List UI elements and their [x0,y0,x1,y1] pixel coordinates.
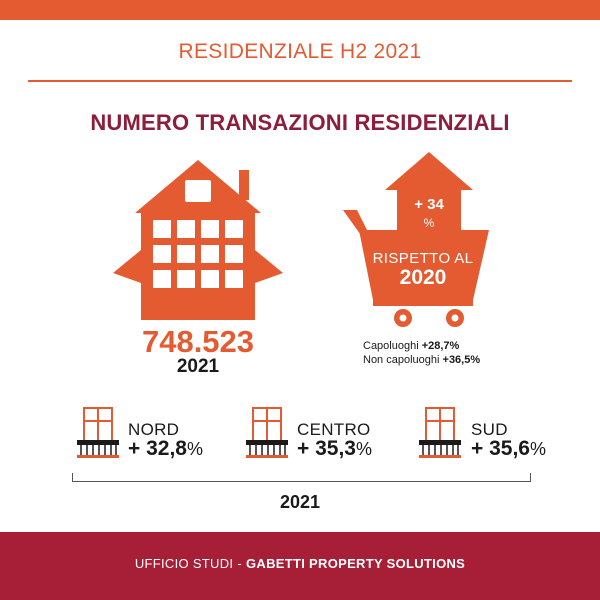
section-title: NUMERO TRANSAZIONI RESIDENZIALI [90,110,510,135]
areas-year: 2021 [279,492,321,512]
breakdown-label: Non capoluoghi [363,354,440,366]
total-transactions-value: 748.523 [141,324,255,359]
top-band [0,0,600,20]
balcony-window-icon [246,407,288,458]
area-value-unit: % [186,439,203,459]
footer-dept: UFFICIO STUDI [134,556,234,571]
area-value-number: + 32,8 [128,437,187,460]
breakdown-label: Capoluoghi [363,340,419,352]
breakdown-value: +36,5% [442,354,481,366]
comparison-label: RISPETTO AL [372,250,474,267]
house-icon [113,160,283,320]
area-value-nord: + 32,8% [128,437,203,461]
header-divider [28,80,572,82]
year-bracket-tick-left [72,473,73,482]
balcony-window-icon [77,407,119,458]
area-value-unit: % [529,439,546,459]
growth-unit: % [423,216,435,230]
balcony-window-icon [419,407,461,458]
header-title: RESIDENZIALE H2 2021 [178,40,422,63]
area-name-nord: NORD [128,420,180,439]
shopping-cart-house-icon [343,152,489,327]
area-value-number: + 35,3 [297,437,356,460]
footer-credit: UFFICIO STUDI - GABETTI PROPERTY SOLUTIONS [0,556,600,571]
breakdown-value: +28,7% [421,340,460,352]
area-name-centro: CENTRO [297,420,371,439]
area-value-sud: + 35,6% [471,437,546,461]
area-value-centro: + 35,3% [297,437,372,461]
year-bracket-line [72,481,531,482]
area-value-unit: % [355,439,372,459]
comparison-year: 2020 [399,266,447,289]
footer-separator: - [237,556,242,571]
growth-value: + 34 [414,196,444,213]
total-transactions-year: 2021 [176,356,220,377]
footer-band [0,532,600,600]
breakdown-row-non-capoluoghi: Non capoluoghi +36,5% [363,354,480,366]
footer-brand: GABETTI PROPERTY SOLUTIONS [245,556,466,571]
area-value-number: + 35,6 [471,437,530,460]
year-bracket-tick-right [530,473,531,482]
area-name-sud: SUD [471,420,508,439]
breakdown-row-capoluoghi: Capoluoghi +28,7% [363,340,459,352]
